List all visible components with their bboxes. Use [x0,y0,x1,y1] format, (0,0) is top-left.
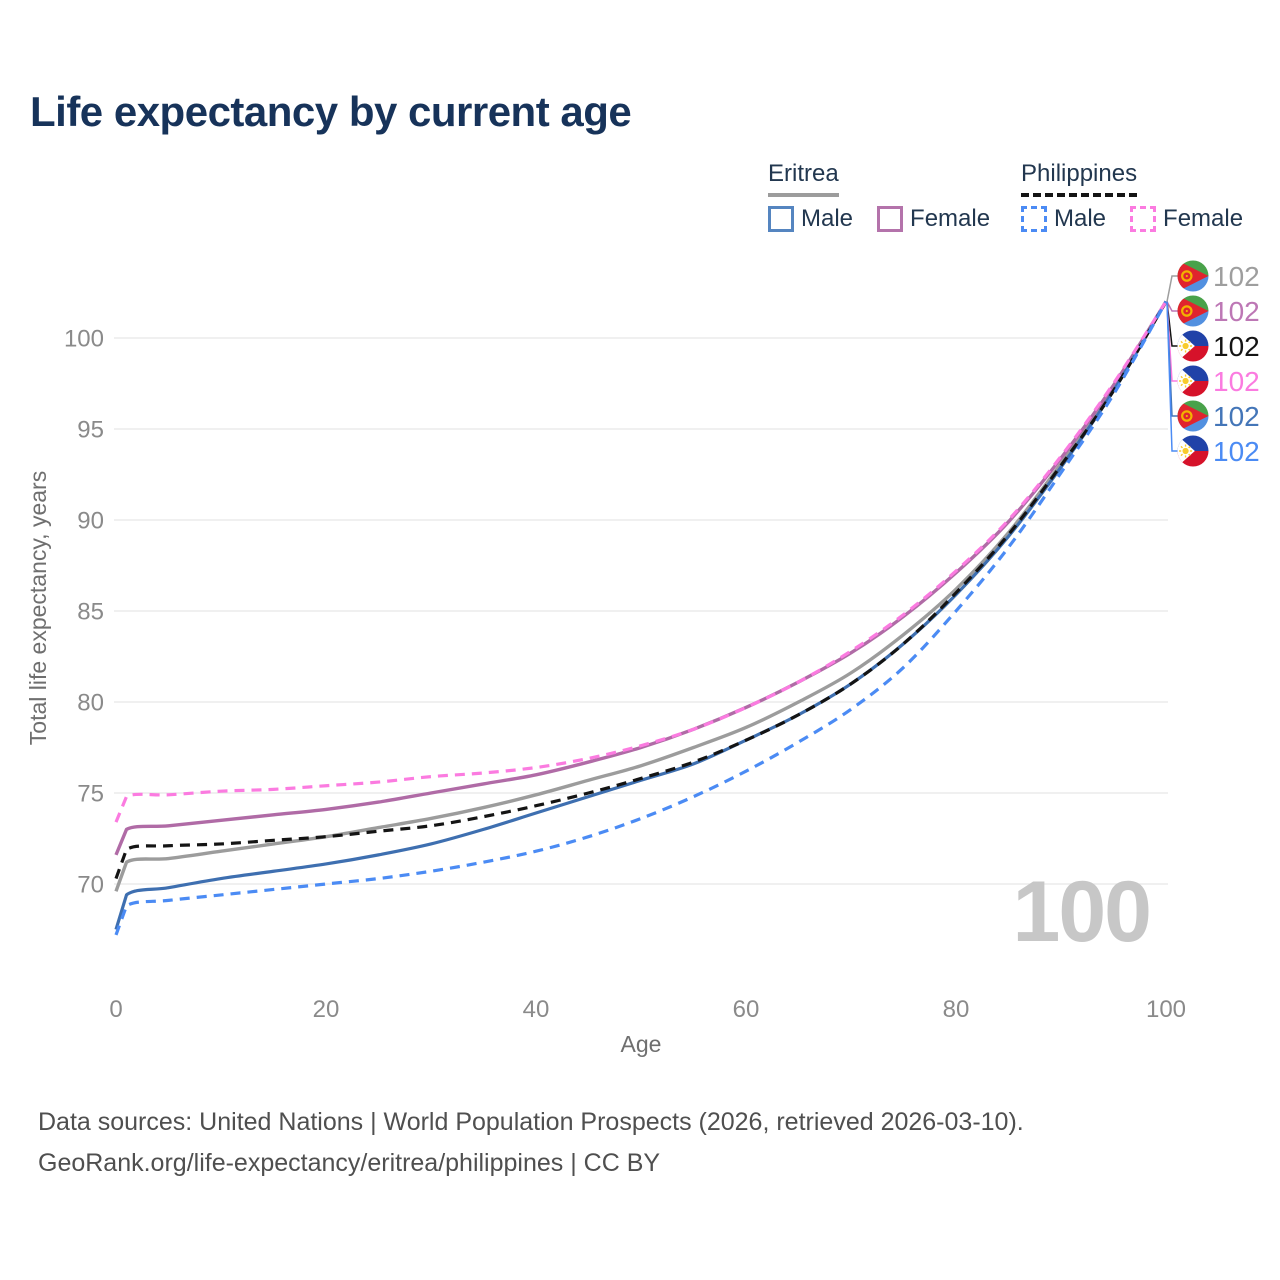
series-line-philippines_both[interactable] [114,300,1168,880]
y-tick-75: 75 [77,781,104,808]
series-line-philippines_female[interactable] [114,300,1168,823]
y-tick-85: 85 [77,599,104,626]
legend-item-eritrea-female[interactable]: Female [877,205,990,233]
eritrea-female-swatch-icon [877,206,904,232]
series-line-eritrea_female[interactable] [114,300,1168,856]
x-tick-40: 40 [523,996,550,1023]
page-title: Life expectancy by current age [30,88,632,135]
end-value-philippines_male: 102 [1213,436,1260,467]
data-sources-line2[interactable]: GeoRank.org/life-expectancy/eritrea/phil… [38,1149,661,1177]
philippines-flag-icon [1177,365,1209,397]
x-tick-20: 20 [313,996,340,1023]
end-value-philippines_female: 102 [1213,366,1260,397]
eritrea-flag-icon [1177,260,1209,292]
gridlines [114,337,1168,885]
data-sources-line1: Data sources: United Nations | World Pop… [38,1108,1024,1136]
legend-item-label: Male [801,205,854,232]
legend-items-eritrea: Male Female [768,205,990,233]
end-value-philippines_both: 102 [1213,331,1260,362]
legend-country-philippines[interactable]: Philippines [1021,160,1138,197]
x-tick-100: 100 [1146,996,1186,1023]
x-tick-60: 60 [733,996,760,1023]
legend-item-eritrea-male[interactable]: Male [768,205,853,233]
legend-item-label: Female [1163,205,1244,232]
legend-item-label: Female [910,205,991,232]
data-sources: Data sources: United Nations | World Pop… [38,1102,1024,1184]
y-tick-80: 80 [77,690,104,717]
x-axis-title: Age [621,1031,662,1057]
series-line-eritrea_both[interactable] [114,300,1168,892]
eritrea-male-swatch-icon [768,206,794,232]
end-value-eritrea_male: 102 [1213,401,1260,432]
philippines-female-swatch-icon [1130,206,1157,232]
callout-leader-philippines_male [1166,301,1178,452]
end-value-callouts: 102 102 102 102 102 102 [1166,260,1260,467]
legend-group-eritrea: Eritrea Male Female [768,160,990,233]
series-line-eritrea_male[interactable] [114,300,1168,930]
callout-leader-eritrea_both [1166,275,1178,302]
current-age-watermark: 100 [1013,864,1151,960]
y-tick-95: 95 [77,417,104,444]
legend-items-philippines: Male Female [1021,205,1243,233]
legend-group-philippines: Philippines Male Female [1021,160,1243,233]
philippines-flag-icon [1177,435,1209,467]
legend-item-philippines-female[interactable]: Female [1130,205,1243,233]
x-tick-80: 80 [943,996,970,1023]
philippines-male-swatch-icon [1021,206,1047,232]
y-tick-90: 90 [77,508,104,535]
axis-ticks: 70 75 80 85 90 95 100 0 20 40 60 80 100 Age Total life… [25,326,1186,1058]
eritrea-flag-icon [1177,295,1209,327]
y-tick-100: 100 [64,326,104,353]
series-line-philippines_male[interactable] [114,300,1168,936]
y-axis-title: Total life expectancy, years [25,471,51,745]
end-value-eritrea_female: 102 [1213,296,1260,327]
philippines-flag-icon [1177,330,1209,362]
legend-item-philippines-male[interactable]: Male [1021,205,1106,233]
end-value-eritrea_both: 102 [1213,261,1260,292]
x-tick-0: 0 [109,996,122,1023]
y-tick-70: 70 [77,872,104,899]
legend-item-label: Male [1054,205,1107,232]
callout-leader-eritrea_female [1166,301,1178,312]
series-lines [114,300,1168,936]
legend-country-eritrea[interactable]: Eritrea [768,160,839,197]
eritrea-flag-icon [1177,400,1209,432]
